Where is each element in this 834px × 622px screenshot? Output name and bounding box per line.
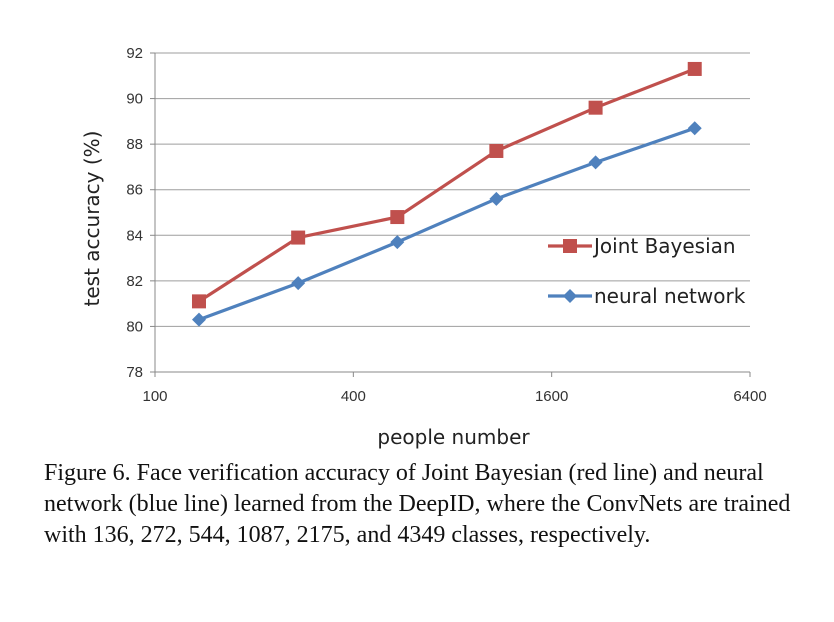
- data-point-joint-bayesian: [588, 100, 603, 115]
- data-point-neural-network: [687, 121, 702, 136]
- series-neural-network: [191, 121, 702, 327]
- data-point-joint-bayesian: [687, 61, 702, 76]
- data-point-joint-bayesian: [390, 210, 405, 225]
- x-tick-label: 6400: [733, 388, 766, 405]
- x-tick-label: 100: [142, 388, 167, 405]
- y-tick-label: 78: [126, 364, 143, 381]
- data-point-joint-bayesian: [291, 230, 306, 245]
- x-tick-label: 400: [341, 388, 366, 405]
- accuracy-line-chart: 78 80 82 84 86 88 90 92 100 400 1600 6400 Joint Ba…: [80, 45, 767, 449]
- y-tick-label: 88: [126, 136, 143, 153]
- series-line-joint-bayesian: [198, 67, 696, 303]
- legend-marker-joint-bayesian: [563, 239, 577, 253]
- legend-marker-neural-network: [563, 289, 577, 303]
- legend-label-joint-bayesian: Joint Bayesian: [592, 234, 736, 258]
- figure-caption: Figure 6. Face verification accuracy of …: [44, 460, 791, 548]
- y-tick-label: 80: [126, 318, 143, 335]
- series-line-neural-network: [198, 126, 696, 322]
- data-point-neural-network: [191, 312, 206, 327]
- legend: Joint Bayesian neural network: [548, 234, 746, 308]
- y-tick-label: 84: [126, 227, 143, 244]
- legend-entry-neural-network: neural network: [548, 284, 746, 308]
- y-tick-label: 82: [126, 273, 143, 290]
- legend-entry-joint-bayesian: Joint Bayesian: [548, 234, 736, 258]
- data-point-neural-network: [489, 191, 504, 206]
- x-axis-title: people number: [377, 425, 530, 449]
- series-layer: [191, 61, 702, 327]
- y-tick-label: 90: [126, 91, 143, 108]
- data-point-neural-network: [291, 276, 306, 291]
- legend-label-neural-network: neural network: [594, 284, 746, 308]
- data-point-joint-bayesian: [191, 294, 206, 309]
- series-joint-bayesian: [191, 61, 702, 309]
- data-point-neural-network: [588, 155, 603, 170]
- y-tick-label: 92: [126, 45, 143, 62]
- data-point-neural-network: [390, 235, 405, 250]
- data-point-joint-bayesian: [489, 143, 504, 158]
- x-tick-label: 1600: [535, 388, 568, 405]
- gridlines: [155, 52, 750, 327]
- y-axis-title: test accuracy (%): [80, 131, 104, 307]
- x-axis-ticks: 100 400 1600 6400: [142, 372, 767, 405]
- y-tick-label: 86: [126, 182, 143, 199]
- y-axis-ticks: 78 80 82 84 86 88 90 92: [126, 45, 155, 381]
